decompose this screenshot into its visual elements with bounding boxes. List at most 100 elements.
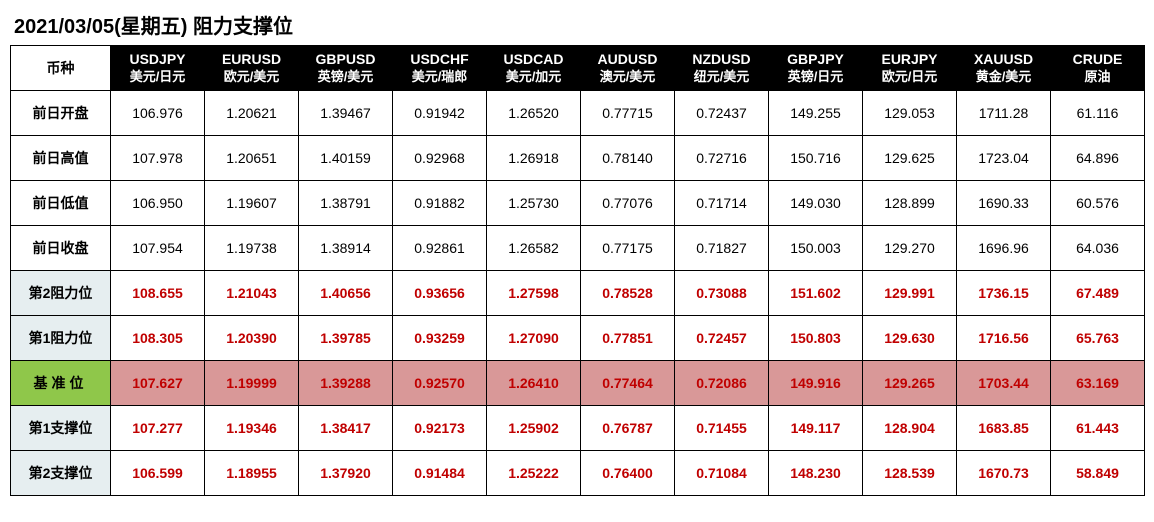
row-label: 第1支撑位	[11, 406, 111, 451]
data-cell: 0.77076	[581, 181, 675, 226]
data-cell: 1.37920	[299, 451, 393, 496]
data-cell: 1.40656	[299, 271, 393, 316]
data-cell: 129.630	[863, 316, 957, 361]
column-code: AUDUSD	[581, 50, 674, 68]
data-cell: 1.20651	[205, 136, 299, 181]
data-cell: 0.71455	[675, 406, 769, 451]
data-cell: 0.92173	[393, 406, 487, 451]
column-header: USDJPY美元/日元	[111, 46, 205, 91]
column-code: XAUUSD	[957, 50, 1050, 68]
data-cell: 0.77464	[581, 361, 675, 406]
data-cell: 149.916	[769, 361, 863, 406]
data-cell: 149.255	[769, 91, 863, 136]
data-cell: 107.277	[111, 406, 205, 451]
data-cell: 108.305	[111, 316, 205, 361]
data-cell: 0.93259	[393, 316, 487, 361]
data-cell: 1.38791	[299, 181, 393, 226]
data-cell: 1716.56	[957, 316, 1051, 361]
data-cell: 0.72086	[675, 361, 769, 406]
column-name: 澳元/美元	[581, 69, 674, 86]
column-name: 原油	[1051, 69, 1144, 86]
row-label: 前日低值	[11, 181, 111, 226]
data-cell: 1.21043	[205, 271, 299, 316]
data-cell: 1.20621	[205, 91, 299, 136]
table-row: 第2支撑位106.5991.189551.379200.914841.25222…	[11, 451, 1145, 496]
data-cell: 107.627	[111, 361, 205, 406]
data-cell: 0.76400	[581, 451, 675, 496]
table-row: 第1阻力位108.3051.203901.397850.932591.27090…	[11, 316, 1145, 361]
data-cell: 0.71827	[675, 226, 769, 271]
data-cell: 106.950	[111, 181, 205, 226]
data-cell: 1670.73	[957, 451, 1051, 496]
data-cell: 129.053	[863, 91, 957, 136]
data-cell: 150.803	[769, 316, 863, 361]
table-row: 基准位107.6271.199991.392880.925701.264100.…	[11, 361, 1145, 406]
data-cell: 1.27090	[487, 316, 581, 361]
data-cell: 1.27598	[487, 271, 581, 316]
data-cell: 63.169	[1051, 361, 1145, 406]
table-body: 前日开盘106.9761.206211.394670.919421.265200…	[11, 91, 1145, 496]
data-cell: 1.19999	[205, 361, 299, 406]
data-cell: 60.576	[1051, 181, 1145, 226]
data-cell: 149.030	[769, 181, 863, 226]
column-name: 欧元/美元	[205, 69, 298, 86]
data-cell: 128.904	[863, 406, 957, 451]
data-cell: 149.117	[769, 406, 863, 451]
data-cell: 0.72457	[675, 316, 769, 361]
column-code: NZDUSD	[675, 50, 768, 68]
data-cell: 150.003	[769, 226, 863, 271]
table-row: 前日高值107.9781.206511.401590.929681.269180…	[11, 136, 1145, 181]
row-label: 第2阻力位	[11, 271, 111, 316]
data-cell: 0.72437	[675, 91, 769, 136]
column-name: 美元/瑞郎	[393, 69, 486, 86]
column-name: 黄金/美元	[957, 69, 1050, 86]
data-cell: 1.38914	[299, 226, 393, 271]
data-cell: 129.270	[863, 226, 957, 271]
column-code: GBPJPY	[769, 50, 862, 68]
column-code: USDCHF	[393, 50, 486, 68]
corner-cell: 币种	[11, 46, 111, 91]
data-cell: 0.92570	[393, 361, 487, 406]
data-cell: 1.38417	[299, 406, 393, 451]
data-cell: 1723.04	[957, 136, 1051, 181]
data-cell: 1.18955	[205, 451, 299, 496]
data-cell: 0.91882	[393, 181, 487, 226]
data-cell: 1.26918	[487, 136, 581, 181]
data-cell: 107.978	[111, 136, 205, 181]
data-cell: 0.92968	[393, 136, 487, 181]
pivot-table: 币种 USDJPY美元/日元EURUSD欧元/美元GBPUSD英镑/美元USDC…	[10, 45, 1145, 496]
data-cell: 61.116	[1051, 91, 1145, 136]
data-cell: 0.78528	[581, 271, 675, 316]
data-cell: 1736.15	[957, 271, 1051, 316]
column-header: AUDUSD澳元/美元	[581, 46, 675, 91]
data-cell: 1.39288	[299, 361, 393, 406]
column-name: 欧元/日元	[863, 69, 956, 86]
data-cell: 108.655	[111, 271, 205, 316]
table-row: 第1支撑位107.2771.193461.384170.921731.25902…	[11, 406, 1145, 451]
column-header: GBPJPY英镑/日元	[769, 46, 863, 91]
column-header: EURJPY欧元/日元	[863, 46, 957, 91]
data-cell: 1711.28	[957, 91, 1051, 136]
row-label: 第1阻力位	[11, 316, 111, 361]
data-cell: 67.489	[1051, 271, 1145, 316]
data-cell: 0.77175	[581, 226, 675, 271]
data-cell: 0.92861	[393, 226, 487, 271]
data-cell: 65.763	[1051, 316, 1145, 361]
column-name: 英镑/美元	[299, 69, 392, 86]
data-cell: 1.25730	[487, 181, 581, 226]
data-cell: 58.849	[1051, 451, 1145, 496]
data-cell: 129.625	[863, 136, 957, 181]
row-label: 第2支撑位	[11, 451, 111, 496]
data-cell: 1703.44	[957, 361, 1051, 406]
data-cell: 1.19607	[205, 181, 299, 226]
data-cell: 1.19738	[205, 226, 299, 271]
data-cell: 0.71084	[675, 451, 769, 496]
data-cell: 0.93656	[393, 271, 487, 316]
data-cell: 0.76787	[581, 406, 675, 451]
column-header: XAUUSD黄金/美元	[957, 46, 1051, 91]
column-header: USDCAD美元/加元	[487, 46, 581, 91]
data-cell: 106.976	[111, 91, 205, 136]
column-header: CRUDE原油	[1051, 46, 1145, 91]
data-cell: 64.896	[1051, 136, 1145, 181]
column-code: USDCAD	[487, 50, 580, 68]
